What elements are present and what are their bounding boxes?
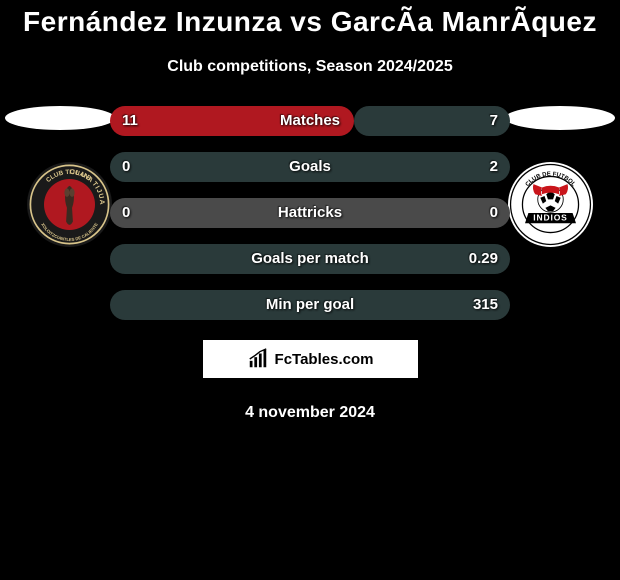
stat-label: Hattricks	[110, 198, 510, 228]
indios-badge-icon: CLUB DE FUTBOL INDIOS	[508, 162, 593, 247]
footer-date: 4 november 2024	[0, 404, 620, 422]
stat-label: Min per goal	[110, 290, 510, 320]
brand-text: FcTables.com	[275, 351, 374, 368]
stat-row: 00Hattricks	[110, 198, 510, 228]
stat-label: Matches	[110, 106, 510, 136]
page-title: Fernández Inzunza vs GarcÃ­a ManrÃ­quez	[0, 6, 620, 38]
root: Fernández Inzunza vs GarcÃ­a ManrÃ­quez …	[0, 0, 620, 422]
player-silhouette-right	[505, 106, 615, 130]
stat-rows: 117Matches 02Goals 00Hattricks 0.29Goals pe…	[110, 106, 510, 320]
club-logo-right: CLUB DE FUTBOL INDIOS	[508, 162, 593, 247]
stat-row: 0.29Goals per match	[110, 244, 510, 274]
chart-icon	[247, 348, 269, 370]
brand-box[interactable]: FcTables.com	[203, 340, 418, 378]
page-subtitle: Club competitions, Season 2024/2025	[0, 58, 620, 76]
tijuana-badge-icon: CLUB TIJUANA CLUB TIJUANA XOLOITZCUINTLE…	[27, 162, 112, 247]
club-logo-left: CLUB TIJUANA CLUB TIJUANA XOLOITZCUINTLE…	[27, 162, 112, 247]
svg-text:INDIOS: INDIOS	[533, 213, 567, 223]
stat-label: Goals per match	[110, 244, 510, 274]
comparison-area: CLUB TIJUANA CLUB TIJUANA XOLOITZCUINTLE…	[0, 106, 620, 320]
player-silhouette-left	[5, 106, 115, 130]
stat-label: Goals	[110, 152, 510, 182]
stat-row: 315Min per goal	[110, 290, 510, 320]
stat-row: 117Matches	[110, 106, 510, 136]
stat-row: 02Goals	[110, 152, 510, 182]
